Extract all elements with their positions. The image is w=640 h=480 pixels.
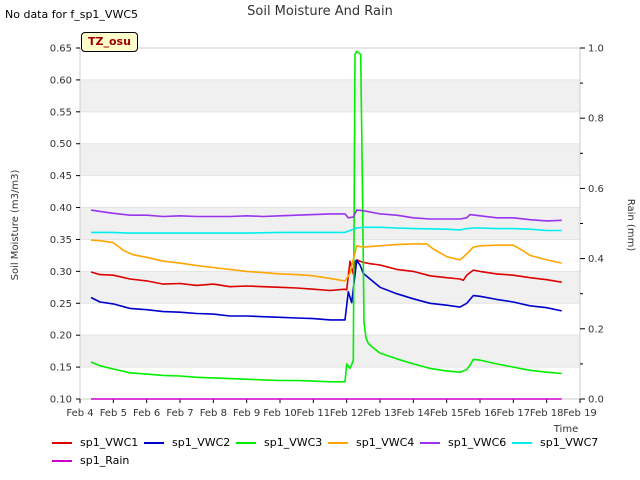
y-tick-label: 0.40: [50, 203, 72, 214]
series-line-sp1_vwc4: [90, 239, 562, 282]
grid-band: [80, 207, 580, 240]
x-axis-tick-labels: Feb 4 Feb 5 Feb 6 Feb 7 Feb 8 Feb 9 Feb 10 Feb …: [66, 399, 597, 419]
x-tick-label: Feb 13: [363, 408, 397, 419]
legend-swatch: [512, 442, 532, 444]
grid-bands: [80, 47, 580, 400]
legend-item-vwc6: sp1_VWC6: [420, 436, 506, 449]
left-axis-tick-labels: 0.10 0.15 0.20 0.25 0.30 0.35 0.40 0.45 0.50 0.55…: [50, 44, 80, 406]
x-tick-label: Feb 8: [200, 408, 227, 419]
grid-band: [80, 79, 580, 112]
site-tag-badge: TZ_osu: [81, 32, 138, 52]
no-data-message: No data for f_sp1_VWC5: [5, 8, 139, 21]
y2-tick-label: 0.4: [588, 254, 604, 265]
x-tick-label: Feb 7: [166, 408, 193, 419]
y-tick-label: 0.35: [50, 235, 72, 246]
y2-tick-label: 0.6: [588, 184, 604, 195]
legend-label: sp1_VWC2: [172, 436, 231, 449]
y2-tick-label: 0.0: [588, 395, 604, 406]
x-tick-label: Feb 18: [530, 408, 564, 419]
legend-label: sp1_VWC7: [540, 436, 599, 449]
y-tick-label: 0.10: [50, 395, 72, 406]
legend-swatch: [52, 442, 72, 444]
y2-tick-label: 0.2: [588, 324, 604, 335]
legend-label: sp1_VWC4: [356, 436, 415, 449]
y-tick-label: 0.50: [50, 139, 72, 150]
y-tick-label: 0.30: [50, 267, 72, 278]
y2-tick-label: 0.8: [588, 114, 604, 125]
y-tick-label: 0.45: [50, 171, 72, 182]
y-tick-label: 0.55: [50, 107, 72, 118]
x-tick-label: Feb 17: [497, 408, 531, 419]
legend-swatch: [420, 442, 440, 444]
legend-swatch: [328, 442, 348, 444]
chart-title: Soil Moisture And Rain: [247, 4, 393, 19]
series-line-sp1_vwc6: [90, 209, 562, 222]
series-line-sp1_vwc2: [90, 259, 562, 321]
legend-item-rain: sp1_Rain: [52, 454, 129, 467]
y-axis-label: Soil Moisture (m3/m3): [10, 170, 21, 281]
legend-label: sp1_VWC3: [264, 436, 323, 449]
grid-band: [80, 143, 580, 176]
x-tick-label: Feb 5: [100, 408, 127, 419]
y-tick-label: 0.60: [50, 75, 72, 86]
legend-label: sp1_Rain: [80, 454, 130, 467]
legend-swatch: [144, 442, 164, 444]
y-tick-label: 0.15: [50, 363, 72, 374]
legend-item-vwc4: sp1_VWC4: [328, 436, 414, 449]
y-tick-label: 0.20: [50, 331, 72, 342]
x-tick-label: Feb 15: [430, 408, 464, 419]
legend-item-vwc2: sp1_VWC2: [144, 436, 230, 449]
x-tick-label: Feb 16: [463, 408, 497, 419]
x-tick-label: Feb 14: [397, 408, 431, 419]
y2-tick-label: 1.0: [588, 44, 604, 55]
grid-band: [80, 271, 580, 304]
x-tick-label: Feb 12: [330, 408, 364, 419]
x-tick-label: Feb 9: [233, 408, 260, 419]
y-tick-label: 0.25: [50, 299, 72, 310]
legend-label: sp1_VWC1: [80, 436, 139, 449]
legend-item-vwc7: sp1_VWC7: [512, 436, 598, 449]
legend-swatch: [52, 460, 72, 462]
right-axis-tick-labels: 0.0 0.2 0.4 0.6 0.8 1.0: [580, 44, 604, 406]
grid-band: [80, 335, 580, 368]
y2-axis-label: Rain (mm): [625, 199, 636, 252]
series-lines: [90, 50, 562, 400]
y-tick-label: 0.65: [50, 44, 72, 55]
x-tick-label: Feb 11: [297, 408, 331, 419]
x-tick-label: Feb 4: [66, 408, 93, 419]
legend-swatch: [236, 442, 256, 444]
legend-item-vwc3: sp1_VWC3: [236, 436, 322, 449]
x-tick-label: Feb 6: [133, 408, 160, 419]
x-tick-label: Feb 10: [263, 408, 297, 419]
legend-label: sp1_VWC6: [448, 436, 507, 449]
series-line-sp1_vwc7: [91, 226, 562, 234]
series-line-sp1_vwc3: [90, 50, 562, 383]
x-tick-label: Feb 19: [563, 408, 597, 419]
x-axis-label: Time: [553, 424, 578, 435]
legend-item-vwc1: sp1_VWC1: [52, 436, 138, 449]
